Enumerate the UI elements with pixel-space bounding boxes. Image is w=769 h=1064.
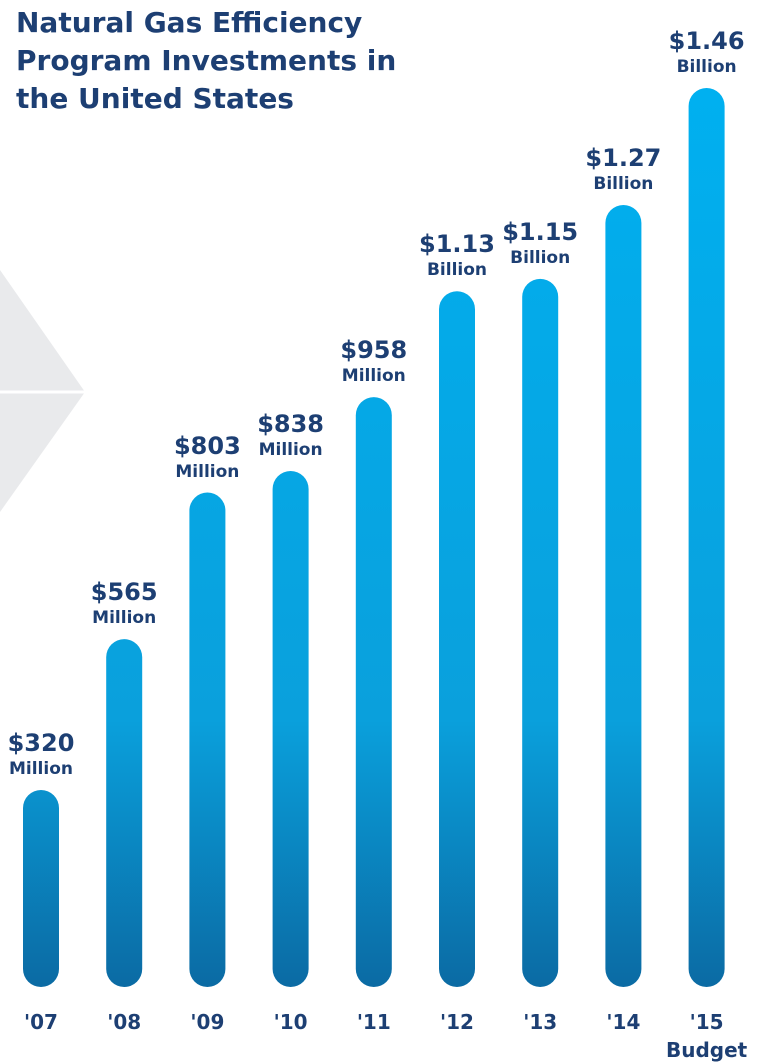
value-label: $565 Million — [90, 578, 158, 629]
x-tick-label: '15 Budget — [665, 1010, 748, 1062]
bar — [189, 492, 226, 987]
value-label: $838 Million — [257, 410, 324, 460]
bar — [272, 470, 309, 987]
x-tick-label: '07 — [24, 1010, 58, 1034]
x-tick-label: '12 — [440, 1010, 474, 1034]
value-label: $1.27 Billion — [585, 144, 662, 194]
bar — [106, 639, 143, 987]
bar — [439, 291, 475, 988]
x-tick-label: '10 — [273, 1010, 308, 1034]
chart-title: Natural Gas Efficiency Program Investmen… — [16, 6, 397, 115]
bar — [355, 397, 392, 987]
x-tick-label: '14 — [606, 1010, 641, 1034]
x-tick-label: '09 — [190, 1010, 225, 1034]
bar — [23, 789, 59, 987]
value-label: $1.13 Billion — [419, 230, 495, 281]
x-tick-label: '13 — [523, 1010, 558, 1034]
x-tick-label: '08 — [107, 1010, 142, 1034]
value-label: $1.15 Billion — [502, 217, 579, 268]
bar — [522, 278, 559, 988]
bar — [688, 88, 725, 987]
value-label: $320 Million — [7, 728, 75, 779]
x-tick-label: '11 — [356, 1010, 391, 1034]
value-label: $958 Million — [340, 336, 408, 387]
value-label: $803 Million — [173, 431, 241, 482]
value-label: $1.46 Billion — [668, 27, 745, 77]
bar — [605, 204, 642, 987]
